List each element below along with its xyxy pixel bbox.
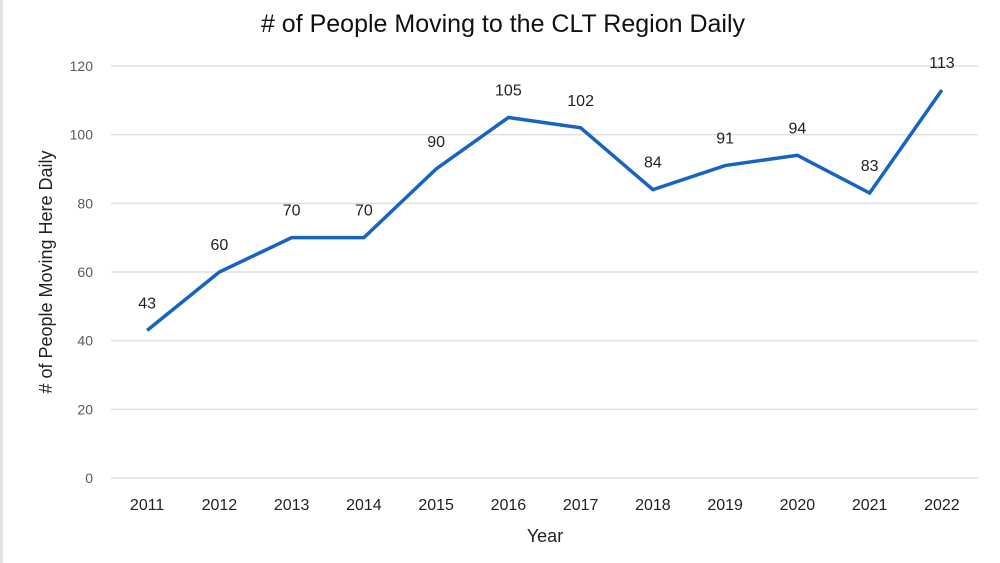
x-tick-label: 2022 [924, 497, 960, 514]
data-label: 90 [427, 134, 445, 151]
x-tick-label: 2018 [635, 497, 671, 514]
data-label: 113 [929, 55, 955, 72]
y-tick-label: 0 [85, 470, 93, 486]
y-tick-label: 120 [70, 58, 94, 74]
data-label: 83 [861, 158, 879, 175]
chart-title: # of People Moving to the CLT Region Dai… [261, 10, 746, 38]
y-tick-label: 60 [77, 264, 93, 280]
x-tick-label: 2017 [563, 497, 599, 514]
data-label: 105 [495, 83, 522, 100]
x-tick-label: 2013 [274, 497, 310, 514]
x-tick-label: 2014 [346, 497, 382, 514]
data-label: 60 [210, 237, 228, 254]
x-tick-label: 2021 [852, 497, 888, 514]
series-line [146, 89, 944, 332]
data-label: 102 [567, 93, 594, 110]
data-label: 84 [644, 155, 662, 172]
data-label: 43 [138, 295, 156, 312]
data-label: 70 [355, 203, 373, 220]
x-tick-label: 2015 [418, 497, 454, 514]
data-label: 91 [716, 131, 734, 148]
data-label: 94 [788, 120, 806, 137]
y-tick-label: 20 [77, 401, 93, 417]
y-tick-label: 100 [70, 127, 94, 143]
x-tick-label: 2020 [780, 497, 816, 514]
x-tick-label: 2011 [130, 497, 165, 514]
x-axis-label: Year [527, 526, 563, 546]
y-tick-label: 40 [77, 333, 93, 349]
data-label: 70 [283, 203, 301, 220]
y-tick-label: 80 [77, 195, 93, 211]
x-tick-label: 2012 [202, 497, 238, 514]
y-axis-label: # of People Moving Here Daily [36, 150, 56, 393]
x-tick-label: 2019 [707, 497, 743, 514]
x-tick-label: 2016 [491, 497, 527, 514]
